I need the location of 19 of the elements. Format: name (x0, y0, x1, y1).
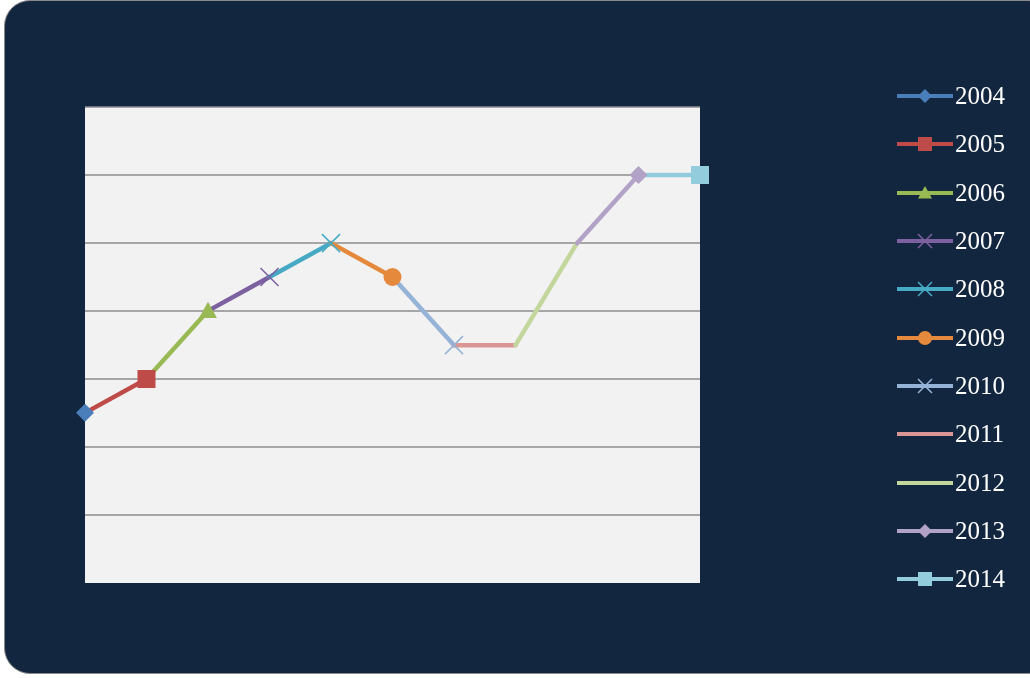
legend-label: 2009 (955, 323, 1005, 352)
legend-label: 2005 (955, 130, 1005, 159)
point (259, 267, 280, 287)
point (691, 166, 709, 184)
legend-label: 2011 (955, 420, 1005, 449)
legend-label: 2006 (955, 178, 1005, 207)
point (321, 233, 341, 253)
point (444, 335, 464, 355)
point (137, 370, 156, 388)
legend-label: 2008 (955, 275, 1005, 304)
legend-label: 2014 (955, 565, 1005, 594)
legend-label: 2007 (955, 227, 1005, 256)
legend-label: 2004 (955, 82, 1005, 111)
point (629, 166, 648, 184)
point (383, 268, 402, 286)
legend-label: 2013 (955, 516, 1005, 545)
point (76, 403, 94, 422)
legend-label: 2010 (955, 371, 1005, 400)
legend-label: 2012 (955, 468, 1005, 497)
